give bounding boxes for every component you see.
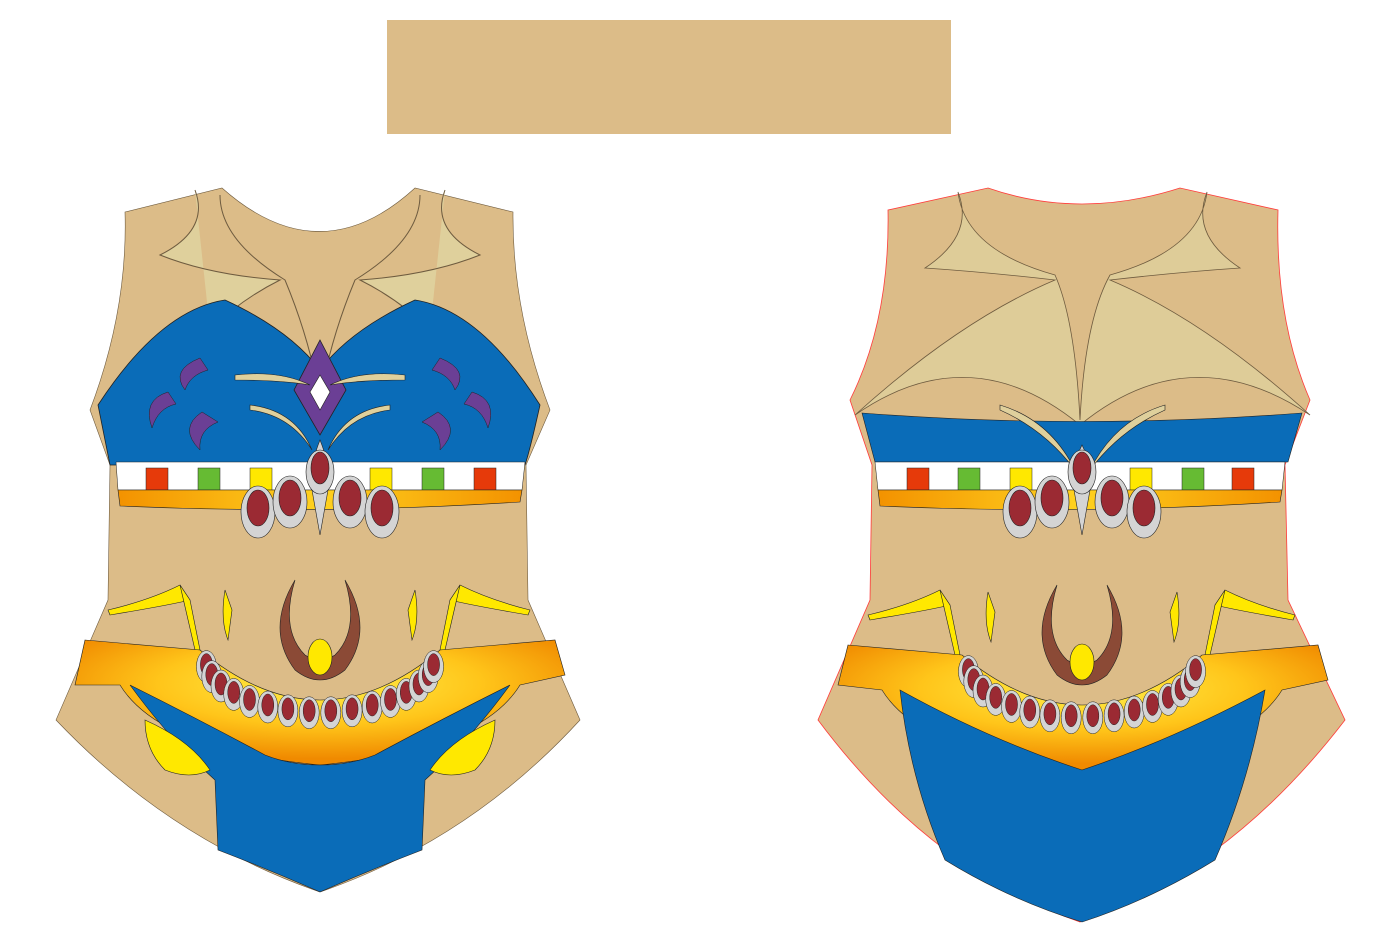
bead-inner	[1023, 698, 1037, 722]
front-leotard-drawing	[55, 187, 581, 893]
bead-inner	[1127, 698, 1141, 722]
bead-inner	[1005, 693, 1018, 716]
bead-inner	[1107, 702, 1121, 726]
bead-inner	[1086, 704, 1100, 728]
back-bottom	[899, 689, 1266, 923]
back-yellow-gem	[1069, 643, 1095, 681]
front-lower-beads	[196, 650, 444, 730]
front-top-beads	[240, 439, 400, 539]
fabric-swatch	[387, 20, 951, 134]
back-lower-beads	[958, 655, 1206, 735]
bead-inner	[384, 688, 397, 711]
purple-crescents	[149, 357, 491, 451]
back-leotard-drawing	[817, 187, 1346, 923]
bead-inner	[1064, 704, 1078, 728]
front-bottom	[129, 684, 511, 893]
bead-inner	[427, 653, 440, 676]
front-brown-horns	[279, 579, 361, 681]
bead-inner	[1189, 658, 1202, 681]
bead-inner	[365, 693, 379, 717]
white-diamond	[309, 374, 331, 411]
bead-inner	[261, 693, 275, 717]
bead-inner	[227, 681, 240, 704]
front-yellow-spikes	[107, 584, 531, 651]
bead-inner	[1146, 693, 1159, 716]
bead-inner	[989, 686, 1002, 709]
back-blue-band	[861, 412, 1303, 463]
bead-inner	[302, 699, 316, 723]
bead-inner	[281, 697, 295, 721]
bead-inner	[345, 697, 359, 721]
back-top-beads	[1002, 444, 1162, 539]
front-yellow-gem	[307, 638, 333, 676]
front-leotard	[50, 180, 590, 900]
bead-inner	[324, 699, 338, 723]
back-brown-horns	[1041, 584, 1123, 686]
bead-inner	[243, 688, 256, 711]
front-hip-flames	[144, 719, 496, 776]
back-neck-lattice	[854, 191, 1311, 426]
bead-inner	[1043, 702, 1057, 726]
back-leotard	[810, 180, 1355, 930]
